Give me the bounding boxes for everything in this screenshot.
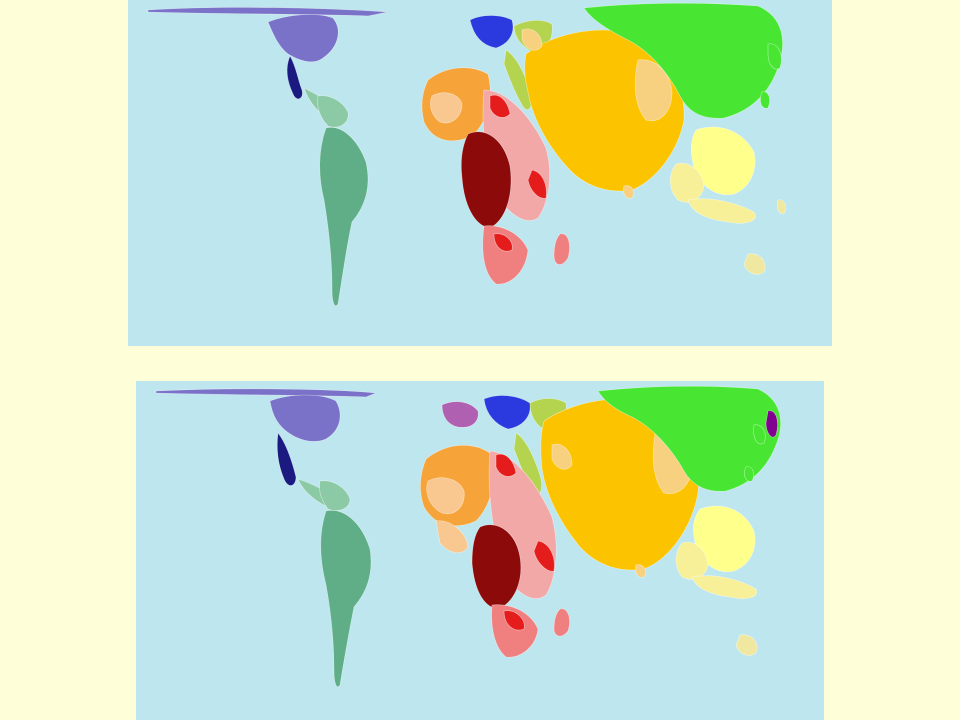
- southern-africa: [482, 225, 529, 285]
- cartogram-map-bottom: [136, 381, 824, 720]
- middle-east: [503, 49, 532, 110]
- east-africa-accent-2: [533, 540, 555, 572]
- madagascar: [553, 608, 570, 637]
- east-asia: [583, 2, 783, 119]
- japan: [765, 410, 778, 438]
- oceania-2: [776, 199, 786, 215]
- arctic-fringe: [147, 7, 389, 17]
- southern-africa-accent: [493, 233, 513, 252]
- oceania: [735, 634, 758, 656]
- central-america: [286, 55, 303, 100]
- southeast-asia: [693, 505, 756, 573]
- east-asia-korea: [767, 43, 782, 70]
- north-africa-light: [426, 477, 465, 515]
- south-asia-light: [634, 59, 673, 122]
- north-america: [267, 14, 339, 63]
- eastern-europe: [483, 395, 531, 430]
- middle-east: [513, 432, 542, 495]
- south-asia-light-2: [551, 443, 573, 470]
- madagascar: [553, 233, 570, 265]
- north-africa-light-2: [435, 520, 469, 554]
- arctic-fringe: [155, 388, 377, 398]
- western-europe: [441, 401, 479, 428]
- cartogram-map-top: [128, 0, 832, 346]
- east-africa-accent-2: [527, 169, 547, 199]
- south-america-north: [317, 95, 349, 128]
- central-america: [276, 432, 297, 486]
- sri-lanka: [623, 185, 634, 199]
- southern-africa-accent: [503, 610, 525, 631]
- southeast-asia: [690, 126, 756, 196]
- indonesia: [691, 575, 758, 599]
- north-africa-light: [430, 92, 463, 124]
- north-america: [269, 394, 341, 442]
- southern-africa: [491, 604, 539, 658]
- south-asia-light-2: [521, 28, 543, 51]
- south-america: [320, 510, 372, 688]
- east-asia: [597, 385, 781, 492]
- south-america: [319, 127, 369, 307]
- sri-lanka: [635, 564, 646, 578]
- east-asia-taiwan: [744, 466, 754, 482]
- east-asia-korea: [753, 424, 766, 445]
- east-africa-accent: [495, 453, 517, 477]
- south-america-north: [319, 480, 351, 511]
- indonesia: [687, 198, 756, 224]
- oceania: [743, 253, 766, 275]
- east-asia-taiwan: [760, 91, 770, 109]
- europe: [469, 15, 514, 49]
- east-africa-accent: [489, 94, 511, 118]
